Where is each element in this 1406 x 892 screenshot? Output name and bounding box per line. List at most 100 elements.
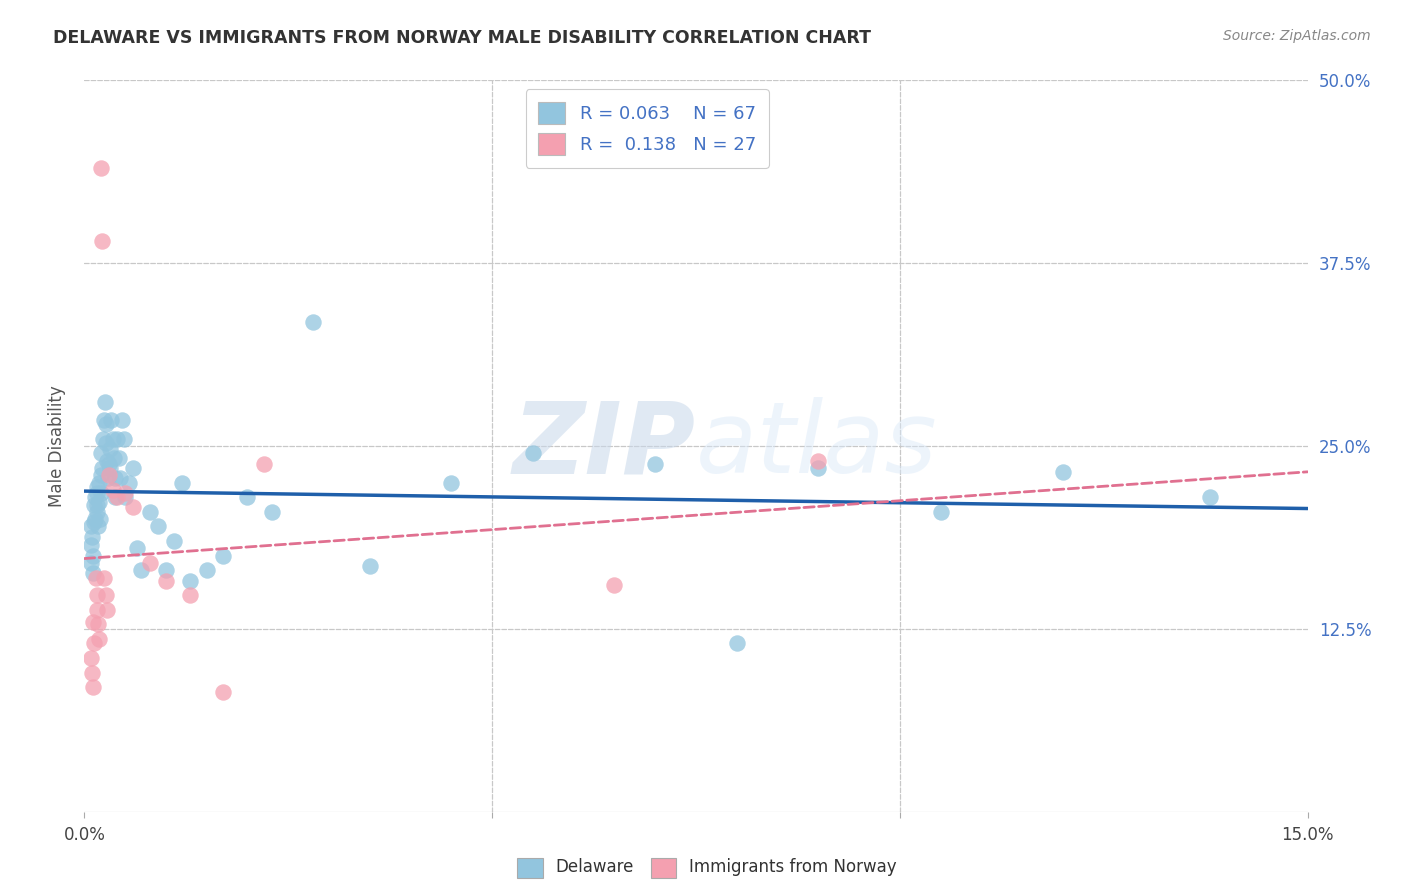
Point: [91, 234, 114, 248]
Point: [96, 453, 118, 467]
Text: ZIP: ZIP: [513, 398, 696, 494]
Point: [91, 461, 114, 475]
Point: [114, 490, 136, 504]
Point: [84, 512, 107, 526]
Point: [163, 534, 186, 549]
Point: [100, 412, 122, 426]
Point: [80, 539, 103, 553]
Point: [118, 475, 141, 490]
Point: [93, 412, 115, 426]
Point: [644, 457, 666, 471]
Point: [83, 636, 105, 650]
Text: Source: ZipAtlas.com: Source: ZipAtlas.com: [1223, 29, 1371, 43]
Point: [112, 432, 135, 446]
Legend: R = 0.063    N = 67, R =  0.138   N = 27: R = 0.063 N = 67, R = 0.138 N = 27: [526, 89, 769, 168]
Point: [104, 490, 127, 504]
Point: [80, 651, 103, 665]
Point: [101, 483, 124, 497]
Point: [122, 461, 145, 475]
Point: [80, 519, 103, 533]
Point: [100, 461, 122, 475]
Point: [87, 632, 110, 646]
Point: [86, 480, 108, 494]
Point: [90, 485, 112, 500]
Point: [1198, 490, 1220, 504]
Point: [93, 395, 115, 409]
Point: [98, 442, 121, 456]
Point: [94, 417, 117, 431]
Point: [212, 549, 235, 563]
Point: [84, 490, 107, 504]
Point: [82, 566, 104, 581]
Point: [83, 498, 105, 512]
Point: [82, 681, 104, 695]
Point: [87, 519, 110, 533]
Point: [103, 471, 125, 485]
Point: [93, 571, 115, 585]
Point: [80, 665, 103, 680]
Point: [97, 457, 120, 471]
Point: [146, 519, 169, 533]
Point: [87, 617, 110, 632]
Point: [114, 485, 136, 500]
Point: [111, 412, 134, 426]
Point: [301, 315, 323, 329]
Point: [90, 446, 112, 460]
Point: [522, 446, 544, 460]
Text: Delaware: Delaware: [555, 858, 634, 876]
Point: [603, 578, 626, 592]
Text: DELAWARE VS IMMIGRANTS FROM NORWAY MALE DISABILITY CORRELATION CHART: DELAWARE VS IMMIGRANTS FROM NORWAY MALE …: [53, 29, 872, 46]
Point: [179, 588, 201, 602]
Point: [86, 505, 108, 519]
Point: [97, 468, 120, 483]
Point: [138, 505, 160, 519]
Point: [83, 515, 105, 529]
Point: [127, 541, 149, 556]
Point: [87, 494, 110, 508]
Point: [84, 571, 107, 585]
Point: [82, 549, 104, 563]
Point: [105, 432, 128, 446]
Point: [105, 490, 128, 504]
Point: [91, 432, 114, 446]
Point: [89, 512, 111, 526]
Point: [86, 485, 108, 500]
Y-axis label: Male Disability: Male Disability: [48, 385, 66, 507]
Point: [86, 498, 108, 512]
Point: [359, 558, 381, 573]
Point: [212, 685, 235, 699]
Point: [103, 450, 125, 465]
Point: [195, 563, 218, 577]
Point: [107, 450, 129, 465]
Point: [725, 636, 748, 650]
Point: [94, 588, 117, 602]
Point: [236, 490, 259, 504]
Point: [101, 432, 124, 446]
Point: [1052, 466, 1074, 480]
Point: [929, 505, 952, 519]
Point: [80, 530, 103, 544]
Point: [90, 161, 112, 175]
Text: atlas: atlas: [696, 398, 938, 494]
Point: [138, 556, 160, 570]
Point: [155, 574, 177, 588]
Point: [260, 505, 283, 519]
Point: [807, 453, 830, 467]
Point: [172, 475, 194, 490]
Point: [110, 471, 132, 485]
Point: [82, 615, 104, 629]
Point: [179, 574, 201, 588]
Point: [253, 457, 276, 471]
Point: [440, 475, 463, 490]
Point: [122, 500, 145, 515]
Point: [96, 436, 118, 450]
Point: [131, 563, 153, 577]
Point: [96, 603, 118, 617]
Point: [86, 588, 108, 602]
Point: [90, 468, 112, 483]
Point: [87, 475, 110, 490]
Point: [807, 461, 830, 475]
Point: [155, 563, 177, 577]
Point: [80, 556, 103, 570]
Text: Immigrants from Norway: Immigrants from Norway: [689, 858, 897, 876]
